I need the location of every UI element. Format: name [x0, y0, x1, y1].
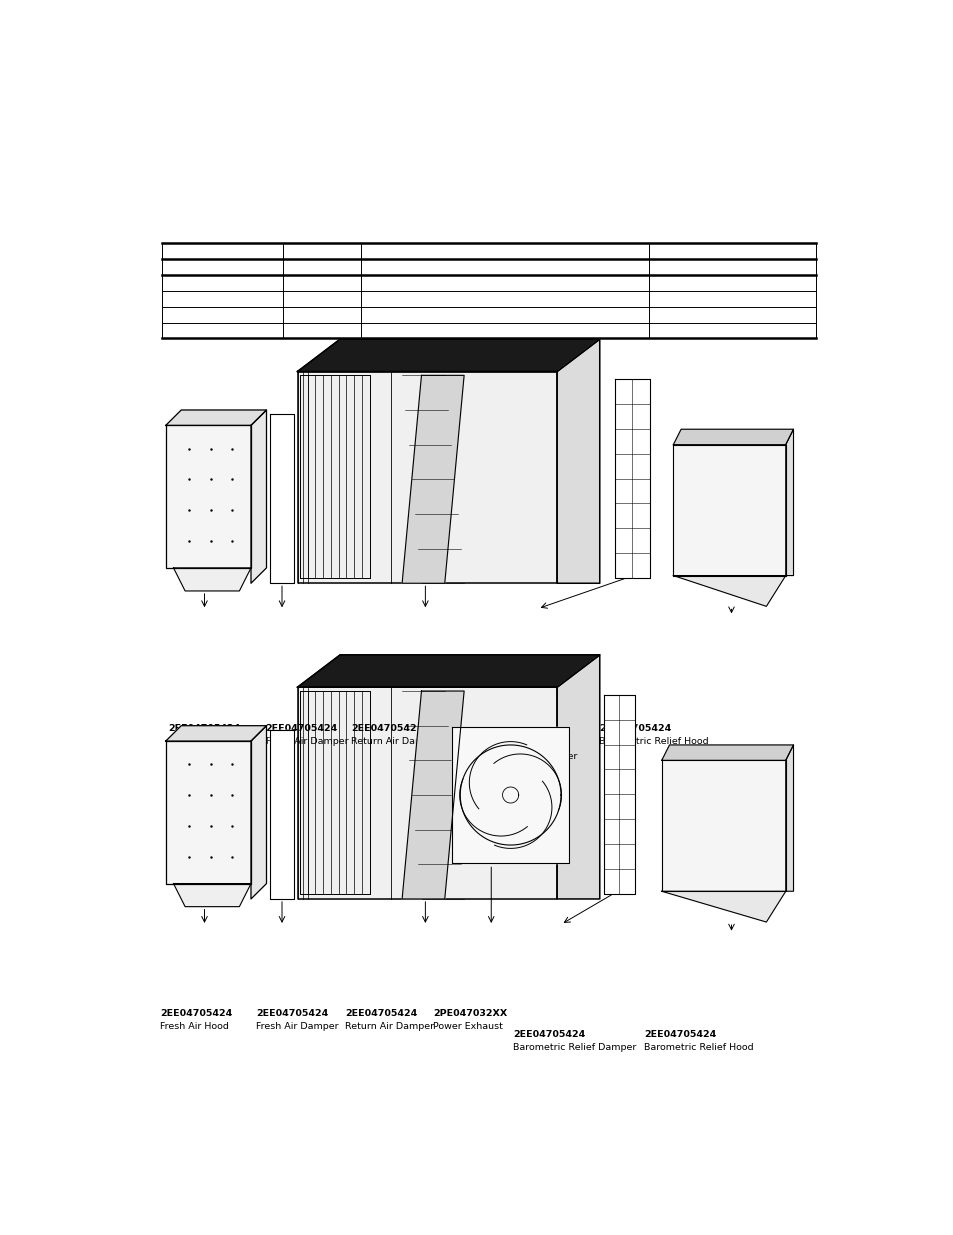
- Text: Barometric Relief Hood: Barometric Relief Hood: [643, 1044, 753, 1052]
- Polygon shape: [297, 372, 557, 583]
- Polygon shape: [173, 568, 251, 592]
- Polygon shape: [785, 745, 793, 892]
- Polygon shape: [673, 576, 785, 606]
- Text: 2EE04705424: 2EE04705424: [344, 1009, 416, 1018]
- Polygon shape: [673, 430, 793, 445]
- Text: Return Air Damper: Return Air Damper: [351, 737, 440, 746]
- Polygon shape: [270, 414, 294, 583]
- Polygon shape: [661, 892, 785, 923]
- Polygon shape: [557, 340, 599, 583]
- Bar: [299, 692, 369, 894]
- Text: 2EE04705424: 2EE04705424: [643, 1030, 716, 1039]
- Polygon shape: [297, 655, 599, 687]
- Text: Fresh Air Hood: Fresh Air Hood: [160, 1023, 229, 1031]
- Text: Barometric Relief Damper: Barometric Relief Damper: [513, 1044, 636, 1052]
- Text: 2EE04705424: 2EE04705424: [255, 1009, 328, 1018]
- Text: 2PE047032XX: 2PE047032XX: [433, 1009, 507, 1018]
- Text: 2EE04705424: 2EE04705424: [598, 724, 671, 732]
- Polygon shape: [166, 726, 266, 741]
- Polygon shape: [270, 730, 294, 899]
- Polygon shape: [615, 379, 649, 578]
- Text: Fresh Air Damper: Fresh Air Damper: [265, 737, 348, 746]
- Text: 2EE04705424: 2EE04705424: [168, 724, 240, 732]
- Polygon shape: [557, 655, 599, 899]
- Text: 2EE04705424: 2EE04705424: [351, 724, 423, 732]
- Text: Power Exhaust: Power Exhaust: [433, 1023, 503, 1031]
- Polygon shape: [251, 726, 266, 899]
- Polygon shape: [402, 692, 464, 899]
- Text: Return Air Damper: Return Air Damper: [344, 1023, 434, 1031]
- Polygon shape: [251, 410, 266, 583]
- Polygon shape: [166, 425, 251, 568]
- Text: 2EE04705424: 2EE04705424: [160, 1009, 232, 1018]
- Text: Fresh Air Damper: Fresh Air Damper: [255, 1023, 338, 1031]
- Text: 2EE04705424: 2EE04705424: [454, 739, 526, 747]
- Polygon shape: [661, 745, 793, 761]
- Bar: [299, 375, 369, 578]
- Polygon shape: [297, 687, 557, 899]
- Polygon shape: [166, 741, 251, 883]
- Polygon shape: [673, 445, 785, 576]
- Polygon shape: [402, 375, 464, 583]
- Text: Barometric Relief Damper: Barometric Relief Damper: [454, 752, 577, 761]
- Text: 2EE04705424: 2EE04705424: [513, 1030, 585, 1039]
- Polygon shape: [661, 761, 785, 892]
- Text: Barometric Relief Hood: Barometric Relief Hood: [598, 737, 708, 746]
- Polygon shape: [297, 340, 599, 372]
- Polygon shape: [785, 430, 793, 576]
- Polygon shape: [603, 695, 634, 894]
- Text: Fresh Air Hood: Fresh Air Hood: [168, 737, 236, 746]
- Polygon shape: [166, 410, 266, 425]
- Text: 2EE04705424: 2EE04705424: [265, 724, 337, 732]
- Polygon shape: [452, 727, 568, 863]
- Polygon shape: [173, 883, 251, 906]
